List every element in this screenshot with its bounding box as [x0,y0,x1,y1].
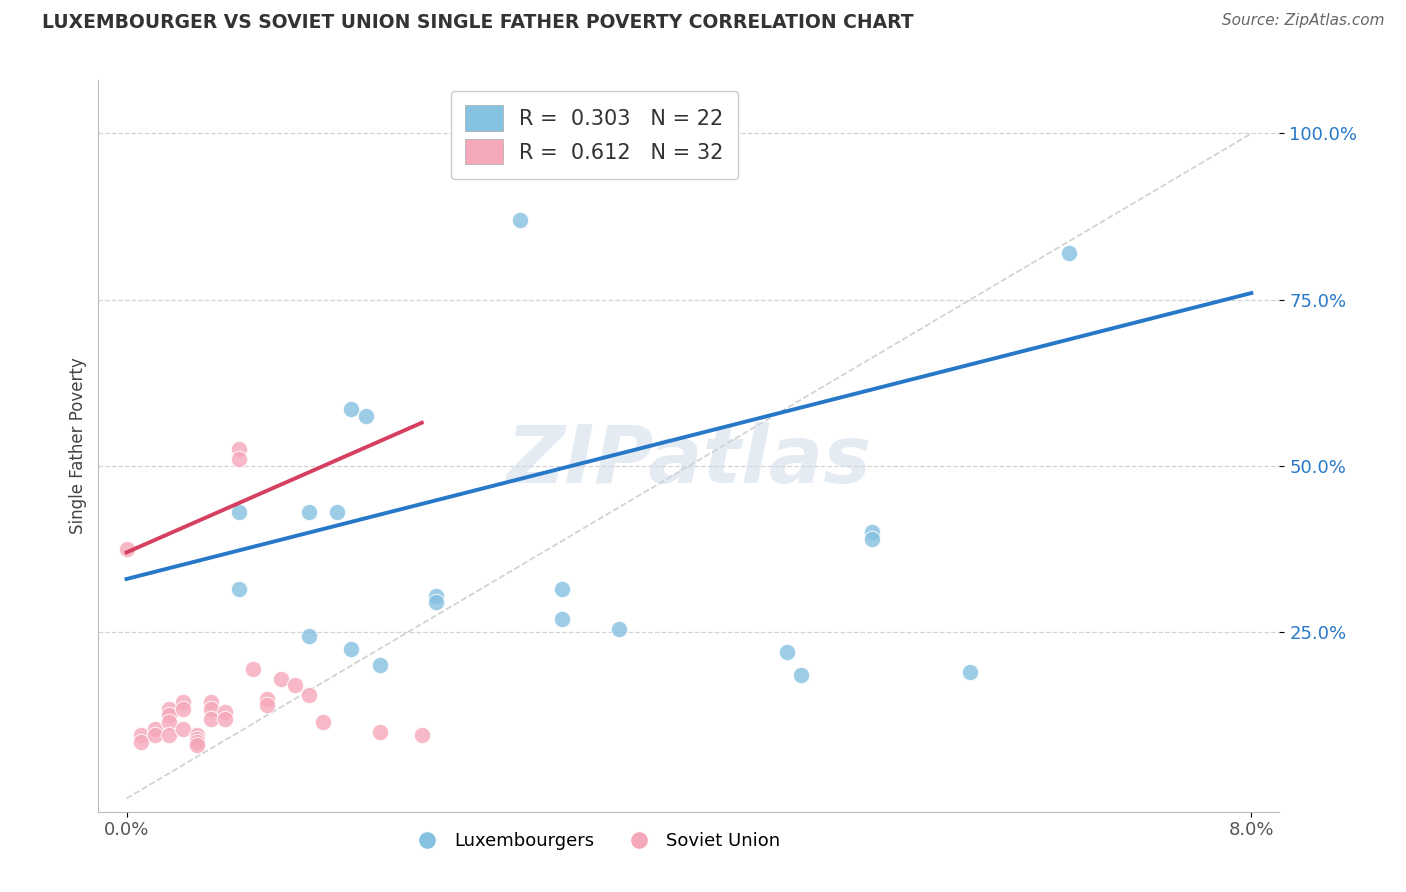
Point [186,728,208,742]
Text: Source: ZipAtlas.com: Source: ZipAtlas.com [1222,13,1385,29]
Text: ZIPatlas: ZIPatlas [506,422,872,500]
Point [959,665,981,679]
Point [256,691,278,706]
Point [790,668,813,682]
Point [340,402,363,417]
Point [214,705,236,719]
Point [860,532,883,546]
Y-axis label: Single Father Poverty: Single Father Poverty [69,358,87,534]
Point [214,712,236,726]
Point [186,738,208,752]
Point [298,689,321,703]
Point [425,589,447,603]
Point [354,409,377,423]
Text: LUXEMBOURGER VS SOVIET UNION SINGLE FATHER POVERTY CORRELATION CHART: LUXEMBOURGER VS SOVIET UNION SINGLE FATH… [42,13,914,32]
Point [186,731,208,746]
Point [256,698,278,713]
Point [157,728,180,742]
Point [551,612,574,626]
Point [242,662,264,676]
Point [143,728,166,742]
Point [284,678,307,692]
Point [326,506,349,520]
Legend: Luxembourgers, Soviet Union: Luxembourgers, Soviet Union [402,825,787,857]
Point [312,714,335,729]
Point [551,582,574,596]
Point [228,452,250,467]
Point [172,722,194,736]
Point [607,622,630,636]
Point [425,595,447,609]
Point [228,506,250,520]
Point [172,695,194,709]
Point [270,672,292,686]
Point [157,701,180,715]
Point [509,213,531,227]
Point [200,701,222,715]
Point [298,506,321,520]
Point [157,708,180,723]
Point [172,701,194,715]
Point [776,645,799,659]
Point [368,658,391,673]
Point [129,728,152,742]
Point [228,582,250,596]
Point [186,735,208,749]
Point [340,641,363,656]
Point [607,156,630,170]
Point [411,728,433,742]
Point [1057,246,1080,260]
Point [129,735,152,749]
Point [200,695,222,709]
Point [228,442,250,457]
Point [115,542,138,557]
Point [298,628,321,642]
Point [143,722,166,736]
Point [860,525,883,540]
Point [157,714,180,729]
Point [200,712,222,726]
Point [368,725,391,739]
